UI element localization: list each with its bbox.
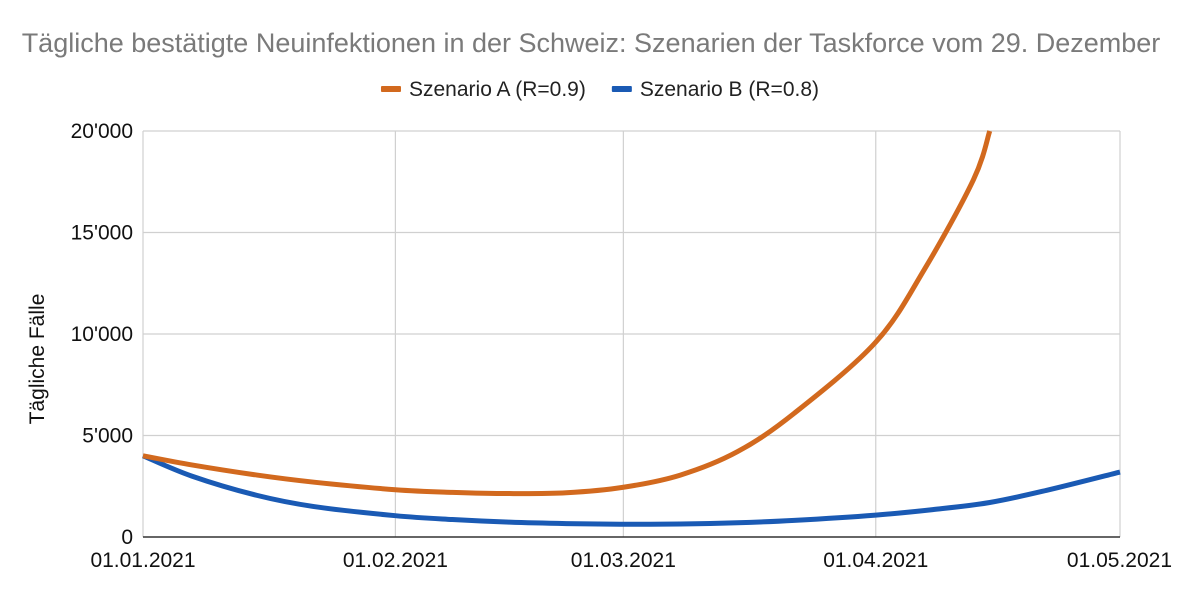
- x-tick-label: 01.04.2021: [823, 549, 928, 572]
- x-tick-label: 01.05.2021: [1067, 549, 1172, 572]
- series-line-szenario-a: [142, 130, 993, 497]
- legend-swatch: [611, 86, 632, 92]
- legend-label: Szenario B (R=0.8): [640, 78, 819, 101]
- legend-swatch: [380, 86, 401, 92]
- chart-legend: Szenario A (R=0.9) Szenario B (R=0.8): [380, 78, 819, 101]
- x-tick-label: 01.03.2021: [571, 549, 676, 572]
- chart-title: Tägliche bestätigte Neuinfektionen in de…: [22, 28, 1161, 58]
- x-tick-label: 01.02.2021: [343, 549, 448, 572]
- y-tick-label: 0: [121, 526, 133, 549]
- series-line-szenario-b: [142, 453, 1121, 527]
- legend-item-szenario-a[interactable]: Szenario A (R=0.9): [380, 78, 586, 101]
- legend-label: Szenario A (R=0.9): [409, 78, 586, 101]
- grid-lines: [142, 130, 1121, 537]
- x-tick-label: 01.01.2021: [90, 549, 195, 572]
- y-axis-label: Tägliche Fälle: [26, 294, 49, 425]
- y-axis: 0 5'000 10'000 15'000 20'000: [71, 120, 133, 549]
- y-tick-label: 15'000: [71, 222, 133, 245]
- y-tick-label: 10'000: [71, 323, 133, 346]
- legend-item-szenario-b[interactable]: Szenario B (R=0.8): [611, 78, 819, 101]
- y-tick-label: 20'000: [71, 120, 133, 143]
- x-axis: 01.01.2021 01.02.2021 01.03.2021 01.04.2021…: [90, 536, 1172, 572]
- y-tick-label: 5'000: [82, 425, 133, 448]
- series-lines: [142, 130, 1121, 527]
